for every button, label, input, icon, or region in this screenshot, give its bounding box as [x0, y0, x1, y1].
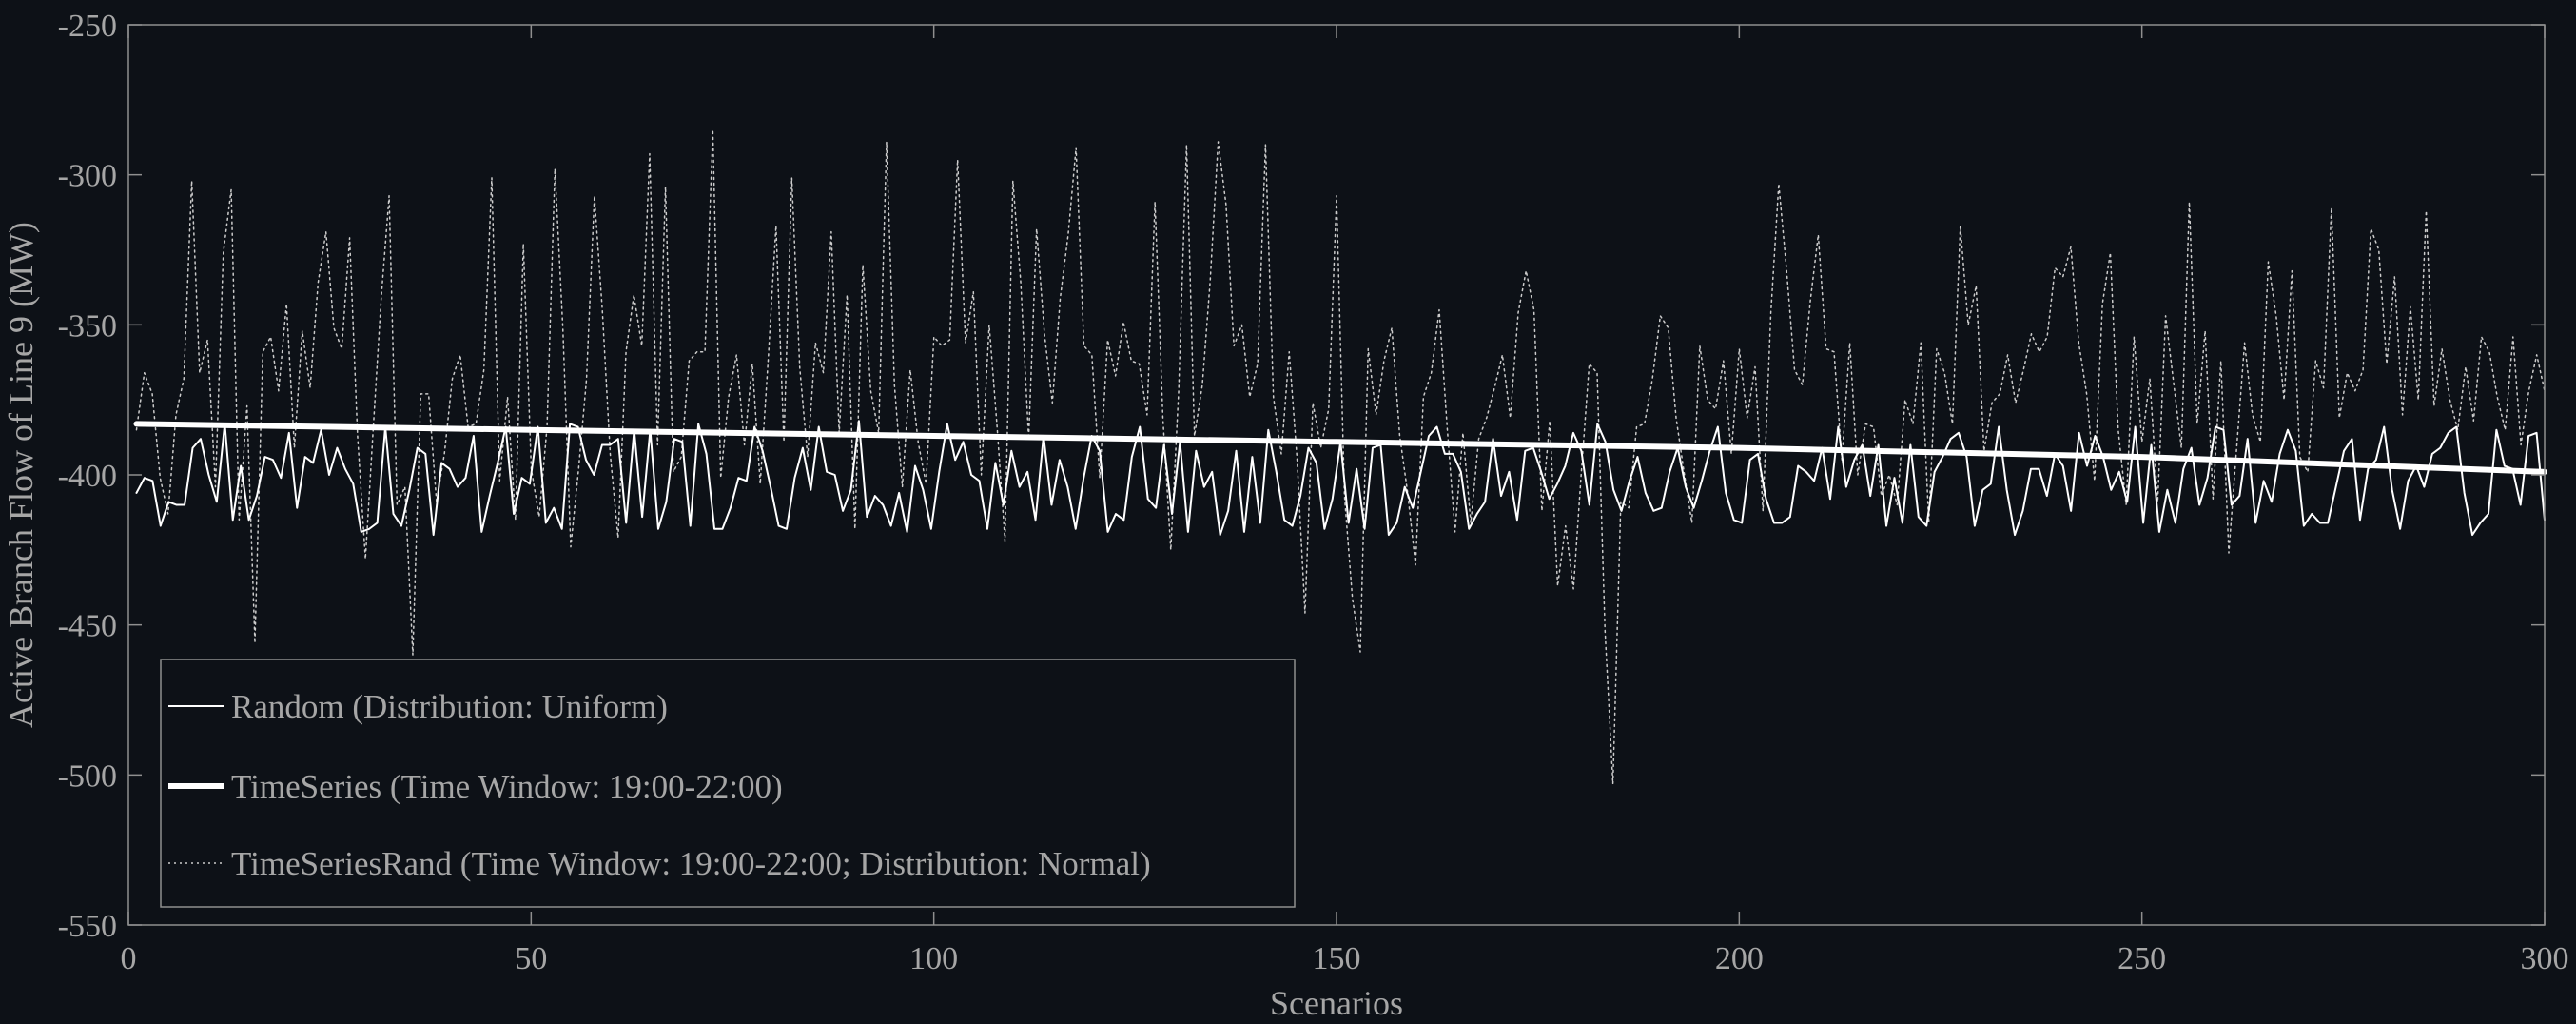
- x-tick-label: 50: [515, 941, 547, 976]
- series-line-2: [133, 421, 2547, 475]
- y-tick-label: -450: [58, 609, 117, 644]
- series-line-3: [135, 128, 2546, 785]
- x-axis-label: Scenarios: [1270, 984, 1403, 1022]
- legend: Random (Distribution: Uniform) TimeSeries…: [160, 659, 1296, 908]
- x-tick-label: 250: [2117, 941, 2166, 976]
- x-tick-label: 100: [909, 941, 958, 976]
- y-tick-label: -300: [58, 159, 117, 194]
- x-tick-label: 200: [1715, 941, 1764, 976]
- legend-box: [160, 659, 1296, 908]
- y-tick-label: -550: [58, 909, 117, 944]
- legend-label-2: TimeSeries (Time Window: 19:00-22:00): [231, 768, 783, 805]
- series-layer: [133, 128, 2547, 785]
- y-tick-label: -500: [58, 758, 117, 794]
- x-tick-label: 300: [2521, 941, 2569, 976]
- legend-label-3: TimeSeriesRand (Time Window: 19:00-22:00…: [231, 845, 1151, 882]
- y-axis-label: Active Branch Flow of Line 9 (MW): [2, 222, 40, 728]
- y-tick-label: -350: [58, 308, 117, 344]
- x-tick-label: 150: [1313, 941, 1361, 976]
- x-tick-label: 0: [121, 941, 137, 976]
- legend-label-1: Random (Distribution: Uniform): [231, 688, 668, 725]
- y-tick-label: -250: [58, 9, 117, 44]
- axes-layer: 0 50 100 150 200 250 300 -550 -500 -450 -400 -350 -3…: [58, 9, 2569, 976]
- y-tick-label: -400: [58, 459, 117, 494]
